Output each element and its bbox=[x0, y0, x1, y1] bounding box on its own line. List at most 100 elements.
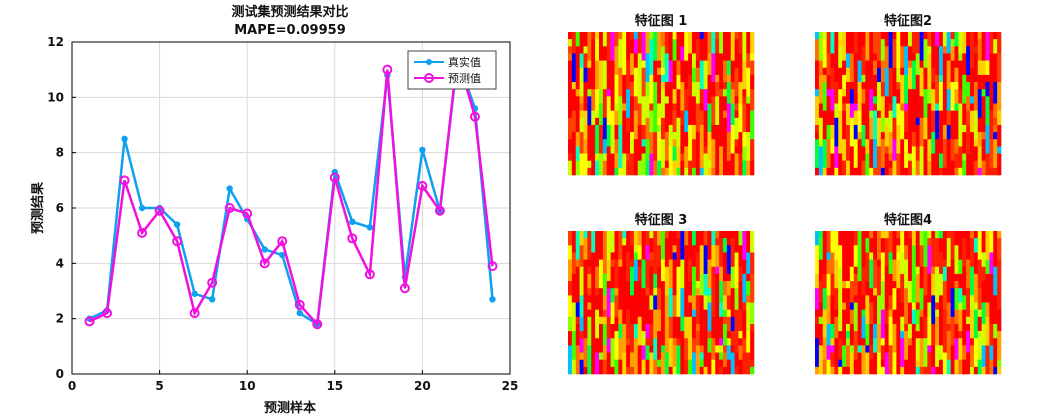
heatmap-cell bbox=[653, 60, 658, 83]
heatmap-cell bbox=[571, 89, 577, 111]
heatmap-cell bbox=[568, 39, 573, 47]
heatmap-cell bbox=[602, 359, 608, 375]
heatmap-cell bbox=[711, 32, 716, 54]
heatmap-cell bbox=[664, 252, 670, 268]
heatmap-cell bbox=[626, 281, 631, 310]
heatmap-cell bbox=[981, 39, 986, 61]
legend-label-pred: 预测值 bbox=[448, 72, 481, 85]
heatmap-cell bbox=[742, 259, 747, 275]
heatmap-cell bbox=[838, 46, 843, 69]
heatmap-cell bbox=[904, 139, 909, 169]
heatmap-cell bbox=[923, 117, 928, 140]
heatmap-cell bbox=[950, 82, 955, 111]
heatmap-cell bbox=[707, 231, 712, 253]
heatmap-cell bbox=[861, 245, 866, 268]
heatmap-cell bbox=[738, 103, 743, 133]
heatmap-cell bbox=[684, 89, 689, 111]
heatmap-cell bbox=[892, 139, 897, 161]
heatmap-cell bbox=[962, 124, 967, 133]
heatmap-cell bbox=[861, 231, 866, 246]
heatmap-cell bbox=[649, 295, 654, 310]
heatmap-cell bbox=[884, 266, 889, 282]
heatmap-cell bbox=[672, 252, 677, 260]
heatmap-cell bbox=[610, 288, 615, 303]
heatmap-cell bbox=[575, 67, 580, 90]
heatmap-cell bbox=[946, 238, 951, 268]
heatmap-cell bbox=[630, 117, 635, 133]
heatmap-cell bbox=[695, 231, 701, 253]
heatmap-cell bbox=[888, 231, 893, 253]
heatmap-cell bbox=[575, 302, 580, 318]
heatmap-cell bbox=[641, 124, 646, 140]
heatmap-cell bbox=[911, 245, 917, 275]
heatmap-cell bbox=[657, 366, 662, 375]
heatmap-cell bbox=[880, 117, 886, 133]
heatmap-cell bbox=[993, 252, 998, 268]
heatmap-cell bbox=[723, 117, 728, 147]
heatmap-cell bbox=[630, 96, 635, 119]
heatmap-cell bbox=[602, 316, 608, 325]
heatmap-cell bbox=[746, 281, 751, 296]
heatmap-cell bbox=[591, 32, 596, 40]
heatmap-cell bbox=[931, 238, 936, 268]
heatmap-cell bbox=[579, 96, 584, 104]
heatmap-cell bbox=[985, 32, 990, 61]
heatmap-cell bbox=[985, 153, 990, 176]
heatmap-cell bbox=[568, 153, 573, 161]
heatmap-cell bbox=[579, 32, 584, 54]
heatmap-cell bbox=[680, 231, 685, 260]
heatmap-cell bbox=[719, 117, 724, 147]
heatmap-cell bbox=[726, 82, 732, 104]
heatmap-cell bbox=[981, 103, 986, 133]
heatmap-cell bbox=[715, 53, 720, 76]
heatmap-cell bbox=[880, 96, 886, 119]
heatmap-cell bbox=[931, 67, 936, 83]
heatmap-cell bbox=[602, 295, 608, 310]
heatmap-cell bbox=[587, 132, 592, 161]
heatmap-cell bbox=[888, 160, 893, 169]
heatmap-cell bbox=[626, 231, 631, 253]
heatmap-cell bbox=[958, 309, 963, 332]
heatmap-cell bbox=[853, 259, 858, 268]
heatmap-cell bbox=[931, 231, 936, 239]
heatmap-cell bbox=[661, 316, 666, 346]
heatmap-cell bbox=[892, 352, 897, 375]
heatmap-cell bbox=[911, 53, 917, 61]
heatmap-cell bbox=[950, 316, 955, 346]
heatmap-cell bbox=[649, 252, 654, 260]
heatmap-cell bbox=[575, 146, 580, 161]
heatmap-cell bbox=[626, 146, 631, 154]
heatmap-cell bbox=[587, 273, 592, 289]
heatmap-cell bbox=[692, 338, 697, 353]
heatmap-cell bbox=[915, 331, 920, 339]
heatmap-cell bbox=[715, 352, 720, 375]
heatmap-cell bbox=[715, 82, 720, 97]
heatmap-cell bbox=[630, 153, 635, 176]
heatmap-cell bbox=[946, 110, 951, 126]
heatmap-cell bbox=[818, 32, 824, 61]
heatmap-cell bbox=[946, 266, 951, 282]
heatmap-cell bbox=[880, 231, 886, 239]
heatmap-cell bbox=[703, 60, 708, 90]
heatmap-cell bbox=[962, 309, 967, 339]
heatmap-cell bbox=[591, 146, 596, 176]
heatmap-cell bbox=[908, 46, 913, 61]
heatmap-cell bbox=[842, 366, 847, 375]
heatmap-cell bbox=[846, 302, 851, 325]
heatmap-cell bbox=[993, 352, 998, 368]
heatmap-cell bbox=[846, 323, 851, 332]
heatmap-cell bbox=[834, 309, 839, 318]
heatmap-cell bbox=[939, 167, 944, 176]
heatmap-cell bbox=[977, 89, 982, 119]
heatmap-cell bbox=[622, 352, 627, 375]
heatmap-cell bbox=[977, 359, 982, 375]
heatmap-cell bbox=[723, 82, 728, 90]
heatmap-cell bbox=[896, 345, 901, 375]
heatmap-cell bbox=[908, 132, 913, 154]
heatmap-cell bbox=[750, 74, 755, 90]
heatmap-cell bbox=[730, 331, 735, 346]
heatmap-cell bbox=[981, 60, 986, 76]
heatmap-cell bbox=[672, 160, 677, 176]
heatmap-cell bbox=[977, 146, 982, 161]
heatmap-cell bbox=[842, 288, 847, 303]
